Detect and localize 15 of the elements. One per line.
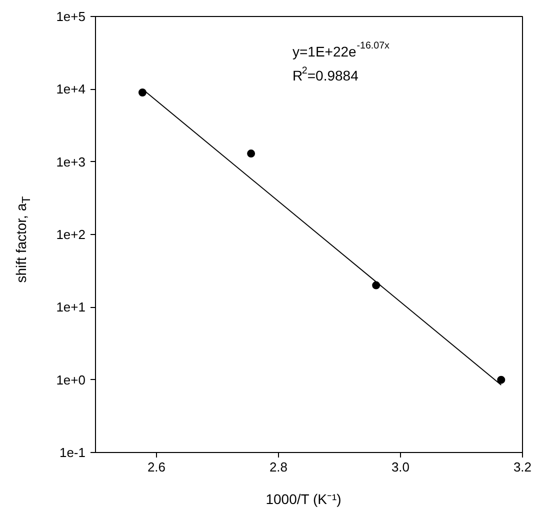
x-tick-label: 3.2 <box>513 460 532 474</box>
y-tick-label: 1e+3 <box>56 154 86 170</box>
y-tick-label: 1e+0 <box>56 372 86 388</box>
x-tick-label: 2.8 <box>269 460 288 474</box>
x-tick-label: 3.0 <box>391 460 410 474</box>
x-tick-label: 2.6 <box>147 460 166 474</box>
point <box>138 88 146 96</box>
x-axis-title: 1000/T (K⁻¹) <box>264 490 342 509</box>
y-tick-label: 1e+1 <box>56 300 86 315</box>
y-tick-label: 1e+4 <box>56 82 86 97</box>
point <box>497 376 506 384</box>
y-tick-label: 1e-1 <box>59 445 86 460</box>
y-tick-label: 1e+5 <box>56 9 86 24</box>
y-tick-label: 1e+2 <box>56 227 86 242</box>
point <box>247 150 256 158</box>
